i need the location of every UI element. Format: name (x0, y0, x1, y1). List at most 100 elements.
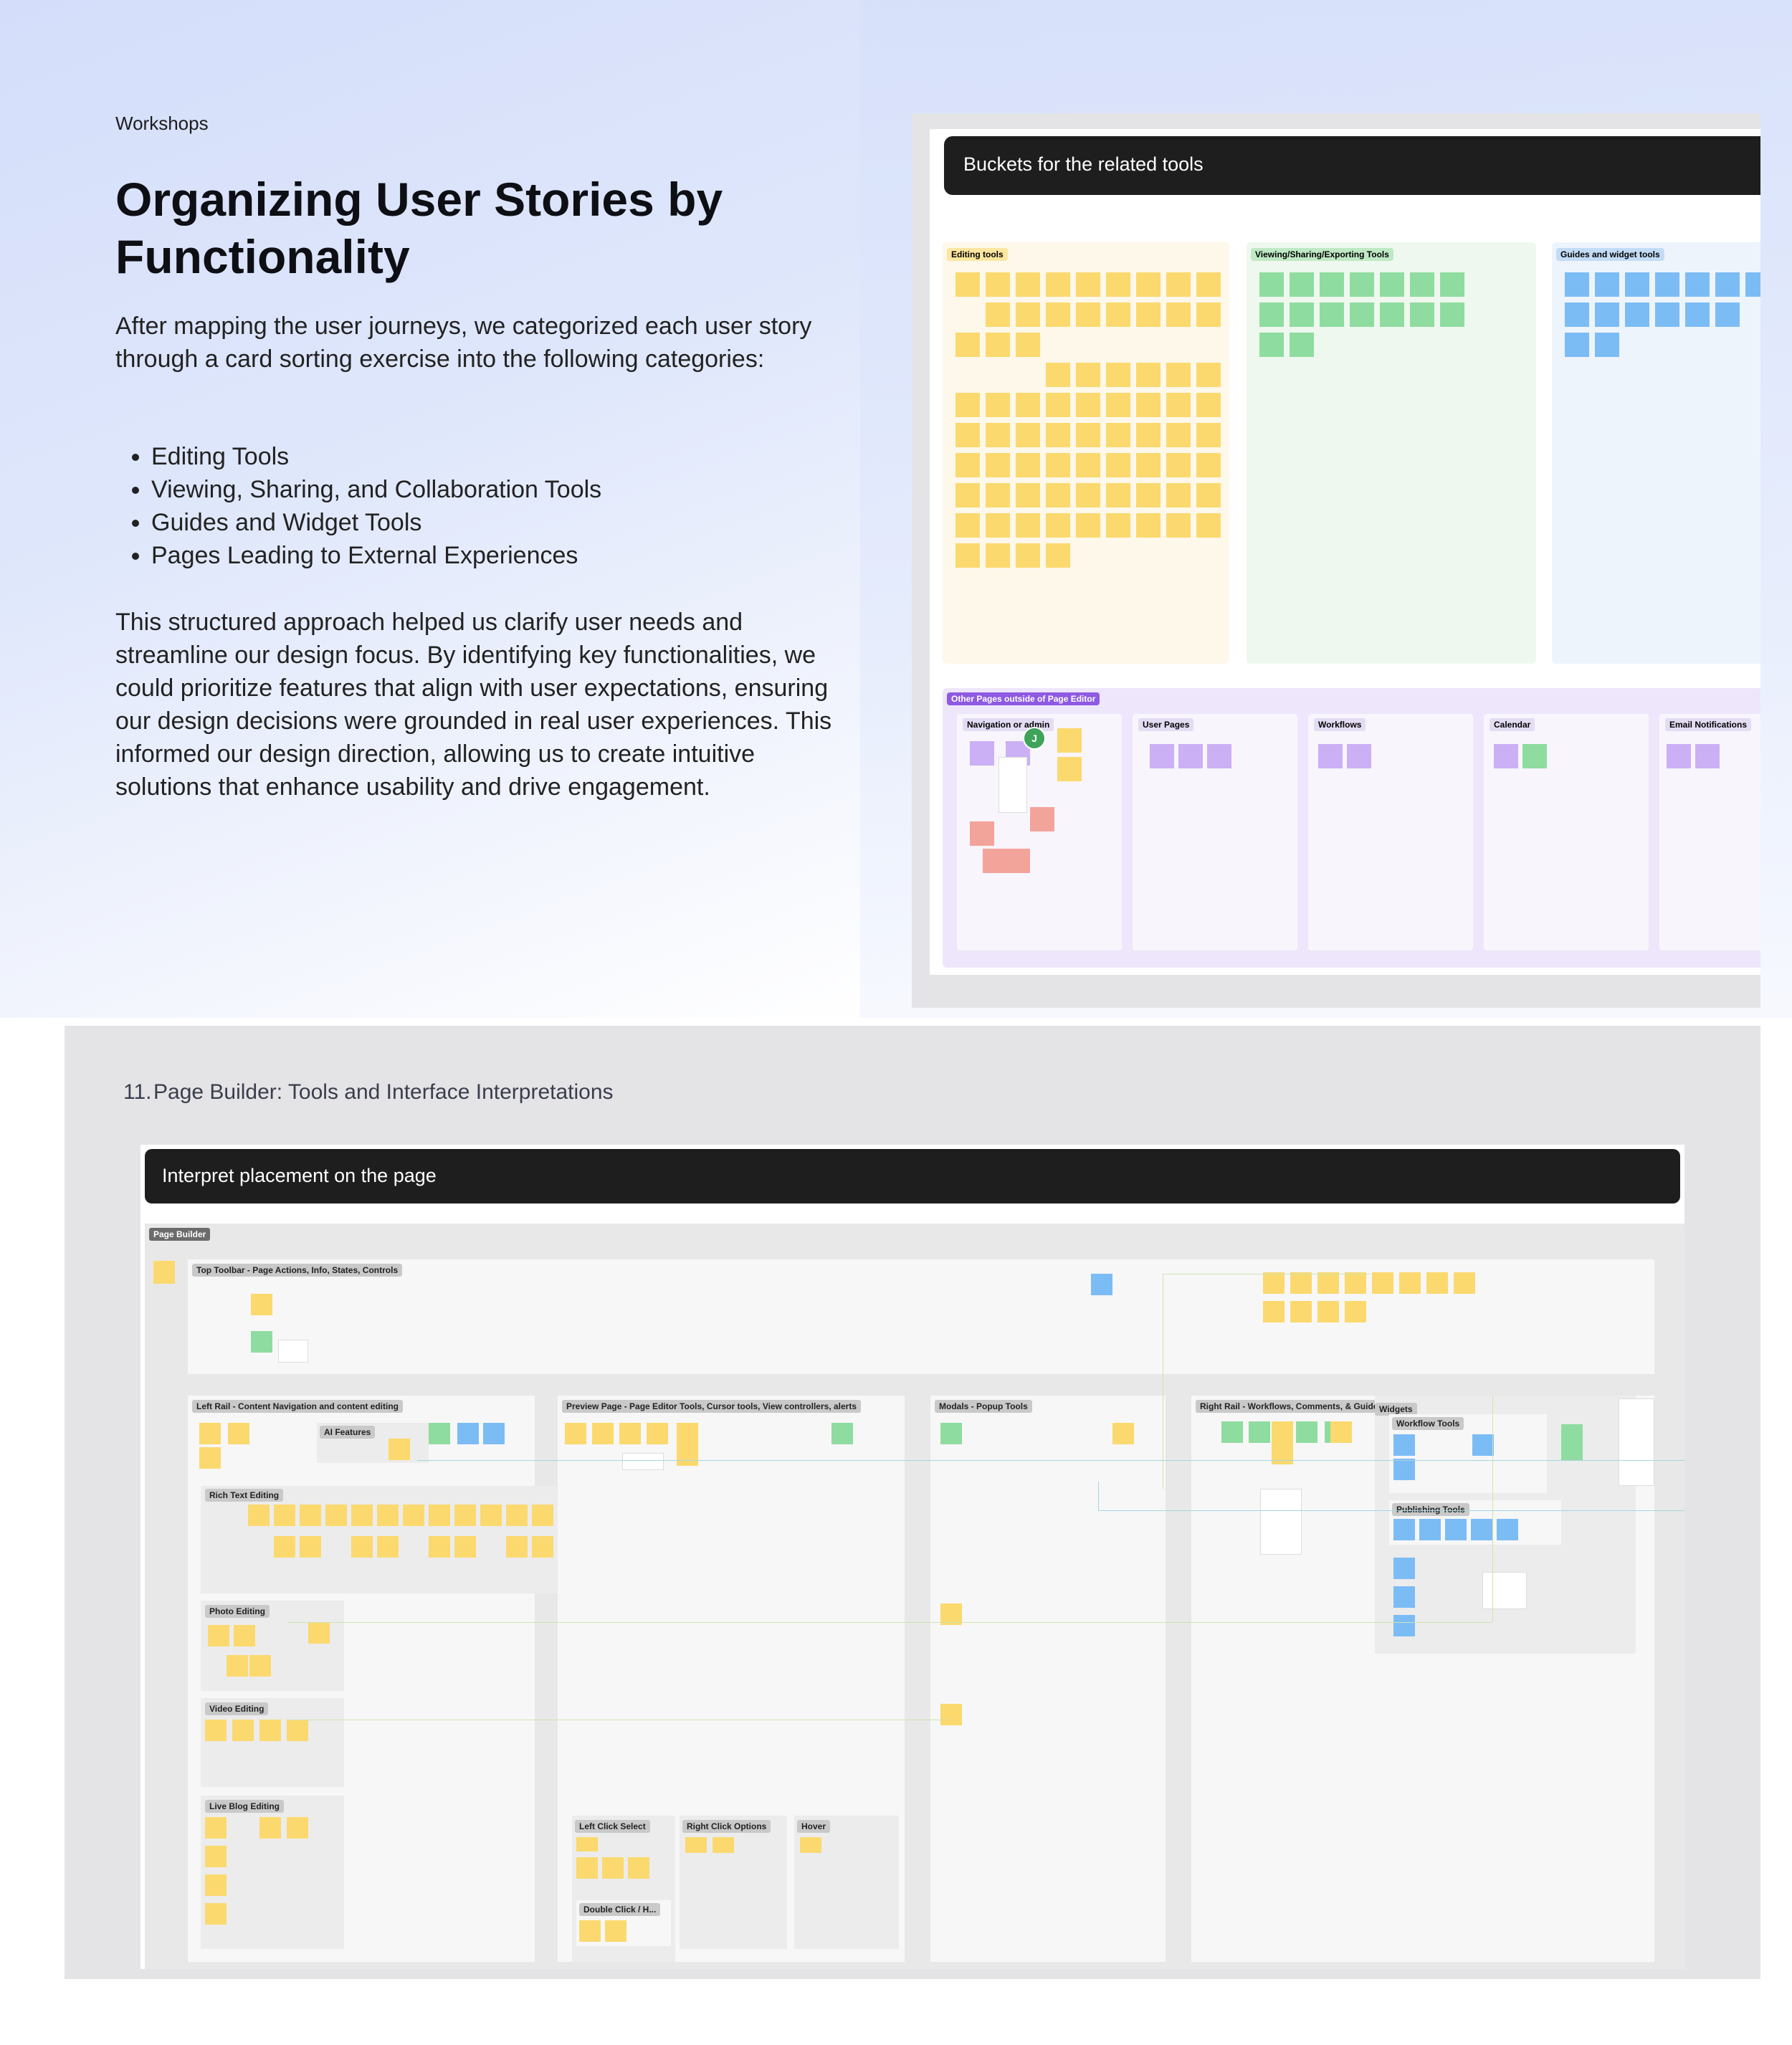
sticky-note[interactable] (986, 393, 1010, 417)
sticky-note[interactable] (1150, 744, 1174, 768)
sticky-note[interactable] (1136, 513, 1160, 538)
sticky-note[interactable] (1290, 1301, 1312, 1322)
sticky-note[interactable] (986, 513, 1010, 538)
sticky-note[interactable] (677, 1423, 698, 1466)
sticky-note[interactable] (628, 1857, 649, 1879)
sticky-note[interactable] (1399, 1272, 1421, 1294)
sticky-note[interactable] (1076, 393, 1100, 417)
sticky-note[interactable] (1393, 1586, 1415, 1608)
sticky-note[interactable] (1625, 302, 1649, 327)
sticky-note[interactable] (259, 1720, 281, 1741)
sticky-note[interactable] (1166, 393, 1191, 417)
sticky-note[interactable] (483, 1423, 505, 1444)
sticky-note[interactable] (1196, 393, 1221, 417)
sticky-note[interactable] (1016, 423, 1040, 447)
sticky-note[interactable] (377, 1505, 399, 1526)
sticky-note[interactable] (1595, 272, 1619, 297)
sticky-note[interactable] (1561, 1424, 1583, 1460)
sticky-note[interactable] (970, 741, 994, 766)
sticky-note[interactable] (153, 1261, 175, 1284)
sticky-note[interactable] (205, 1874, 227, 1896)
sticky-note[interactable] (1016, 513, 1040, 538)
sticky-note[interactable] (1136, 272, 1160, 297)
sticky-note[interactable] (1595, 333, 1619, 357)
sticky-note[interactable] (1046, 483, 1070, 507)
sticky-note[interactable] (986, 333, 1010, 357)
sticky-note[interactable] (1046, 543, 1070, 568)
sticky-note[interactable] (1440, 302, 1464, 327)
sticky-note[interactable] (1715, 272, 1740, 297)
sticky-note[interactable] (274, 1505, 295, 1526)
sticky-note[interactable] (970, 821, 994, 846)
sticky-note[interactable] (1565, 302, 1589, 327)
sticky-note[interactable] (1016, 483, 1040, 507)
sticky-note[interactable] (1136, 453, 1160, 477)
sticky-note[interactable] (1372, 1272, 1393, 1294)
sticky-note[interactable] (1016, 543, 1040, 568)
sticky-note[interactable] (227, 1655, 248, 1677)
sticky-note[interactable] (1196, 453, 1221, 477)
sticky-note[interactable] (1345, 1272, 1366, 1294)
sticky-note[interactable] (1393, 1558, 1415, 1579)
sticky-note[interactable] (1136, 393, 1160, 417)
sticky-note[interactable] (1046, 393, 1070, 417)
sticky-note[interactable] (955, 272, 980, 297)
sticky-note[interactable] (1667, 744, 1691, 768)
sticky-note[interactable] (955, 453, 980, 477)
sticky-note[interactable] (1595, 302, 1619, 327)
sticky-note[interactable] (205, 1903, 227, 1925)
sticky-note[interactable] (199, 1423, 221, 1444)
sticky-note[interactable] (1440, 272, 1464, 297)
sticky-note[interactable] (1497, 1519, 1518, 1540)
sticky-note[interactable] (1016, 393, 1040, 417)
sticky-note[interactable] (1625, 272, 1649, 297)
sticky-note[interactable] (351, 1536, 373, 1558)
sticky-note[interactable] (1046, 513, 1070, 538)
sticky-note[interactable] (403, 1505, 424, 1526)
sticky-note[interactable] (1106, 483, 1130, 507)
sticky-note[interactable] (199, 1447, 221, 1469)
sticky-note[interactable] (1076, 272, 1100, 297)
sticky-note[interactable] (1410, 302, 1434, 327)
sticky-note[interactable] (1259, 302, 1284, 327)
sticky-note[interactable] (592, 1423, 614, 1444)
sticky-note[interactable] (1046, 423, 1070, 447)
sticky-note[interactable] (1076, 513, 1100, 538)
sticky-note[interactable] (1046, 453, 1070, 477)
sticky-note[interactable] (955, 543, 980, 568)
sticky-note[interactable] (251, 1331, 272, 1353)
sticky-note[interactable] (1178, 744, 1203, 768)
sticky-note[interactable] (1136, 363, 1160, 387)
sticky-note[interactable] (251, 1294, 272, 1315)
sticky-note[interactable] (986, 543, 1010, 568)
sticky-note[interactable] (1745, 272, 1760, 297)
sticky-note[interactable] (300, 1536, 321, 1558)
sticky-note[interactable] (831, 1423, 853, 1444)
sticky-note[interactable] (532, 1536, 553, 1558)
sticky-note[interactable] (1196, 513, 1221, 538)
sticky-note[interactable] (1410, 272, 1434, 297)
sticky-note[interactable] (986, 423, 1010, 447)
sticky-note[interactable] (1320, 272, 1344, 297)
sticky-note[interactable] (1345, 1301, 1366, 1322)
sticky-note[interactable] (1290, 1272, 1312, 1294)
sticky-note[interactable] (1076, 363, 1100, 387)
sticky-note[interactable] (1320, 302, 1344, 327)
sticky-note[interactable] (1046, 363, 1070, 387)
sticky-note[interactable] (1106, 453, 1130, 477)
sticky-note[interactable] (1290, 302, 1314, 327)
sticky-note[interactable] (506, 1505, 528, 1526)
sticky-note[interactable] (205, 1720, 227, 1741)
sticky-note[interactable] (532, 1505, 553, 1526)
sticky-note[interactable] (457, 1423, 479, 1444)
sticky-note[interactable] (1076, 483, 1100, 507)
sticky-note[interactable] (955, 423, 980, 447)
sticky-note[interactable] (1393, 1615, 1415, 1636)
sticky-note[interactable] (1454, 1272, 1475, 1294)
sticky-note[interactable] (1655, 272, 1679, 297)
sticky-note[interactable] (1046, 302, 1070, 327)
sticky-note[interactable] (1685, 272, 1710, 297)
sticky-note[interactable] (259, 1817, 281, 1839)
sticky-note[interactable] (1263, 1301, 1285, 1322)
sticky-note[interactable] (1565, 272, 1589, 297)
